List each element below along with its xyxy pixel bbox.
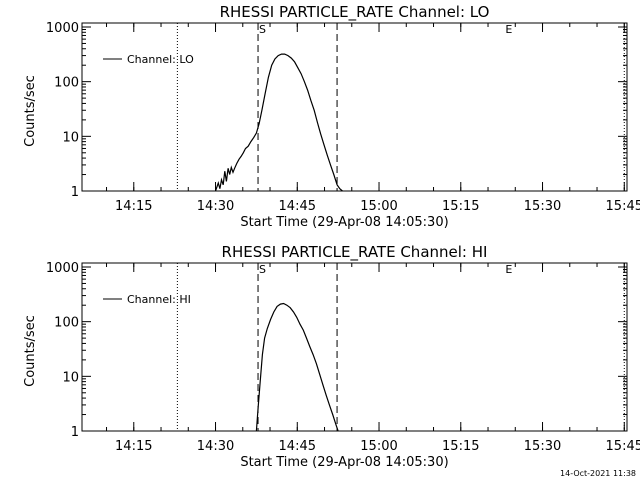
y-tick-label: 1000	[46, 261, 79, 276]
series-line	[255, 302, 339, 432]
y-tick-label: 1000	[46, 21, 79, 36]
x-tick-label: 14:45	[279, 439, 316, 454]
y-tick-label: 10	[62, 370, 79, 385]
x-tick-label: 14:30	[197, 439, 234, 454]
x-tick-label: 14:15	[115, 439, 152, 454]
interval-marker-e: E	[505, 23, 512, 36]
timestamp: 14-Oct-2021 11:38	[560, 469, 636, 478]
y-tick-label: 1	[71, 425, 79, 440]
y-axis-label: Counts/sec	[23, 315, 38, 387]
x-tick-label: 14:30	[197, 199, 234, 214]
x-tick-label: 15:45	[606, 199, 640, 214]
x-tick-label: 14:45	[279, 199, 316, 214]
interval-marker-s: S	[259, 263, 266, 276]
x-axis-label: Start Time (29-Apr-08 14:05:30)	[240, 455, 448, 470]
chart-title: RHESSI PARTICLE_RATE Channel: LO	[220, 3, 490, 22]
x-tick-label: 15:30	[524, 199, 561, 214]
y-axis-label: Counts/sec	[23, 75, 38, 147]
plot-frame	[81, 22, 628, 192]
legend-label: Channel: HI	[127, 293, 191, 306]
x-tick-label: 15:15	[442, 199, 479, 214]
x-tick-label: 15:30	[524, 439, 561, 454]
series-line	[214, 53, 343, 192]
interval-marker-s: S	[259, 23, 266, 36]
y-tick-label: 100	[54, 316, 79, 331]
legend-label: Channel: LO	[127, 53, 194, 66]
x-tick-label: 15:45	[606, 439, 640, 454]
y-tick-label: 1	[71, 185, 79, 200]
y-tick-label: 10	[62, 130, 79, 145]
plot-frame	[81, 262, 628, 432]
x-tick-label: 15:15	[442, 439, 479, 454]
x-tick-label: 15:00	[360, 439, 397, 454]
y-tick-label: 100	[54, 76, 79, 91]
x-tick-label: 14:15	[115, 199, 152, 214]
x-tick-label: 15:00	[360, 199, 397, 214]
chart-title: RHESSI PARTICLE_RATE Channel: HI	[222, 243, 488, 262]
interval-marker-e: E	[505, 263, 512, 276]
x-axis-label: Start Time (29-Apr-08 14:05:30)	[240, 215, 448, 230]
